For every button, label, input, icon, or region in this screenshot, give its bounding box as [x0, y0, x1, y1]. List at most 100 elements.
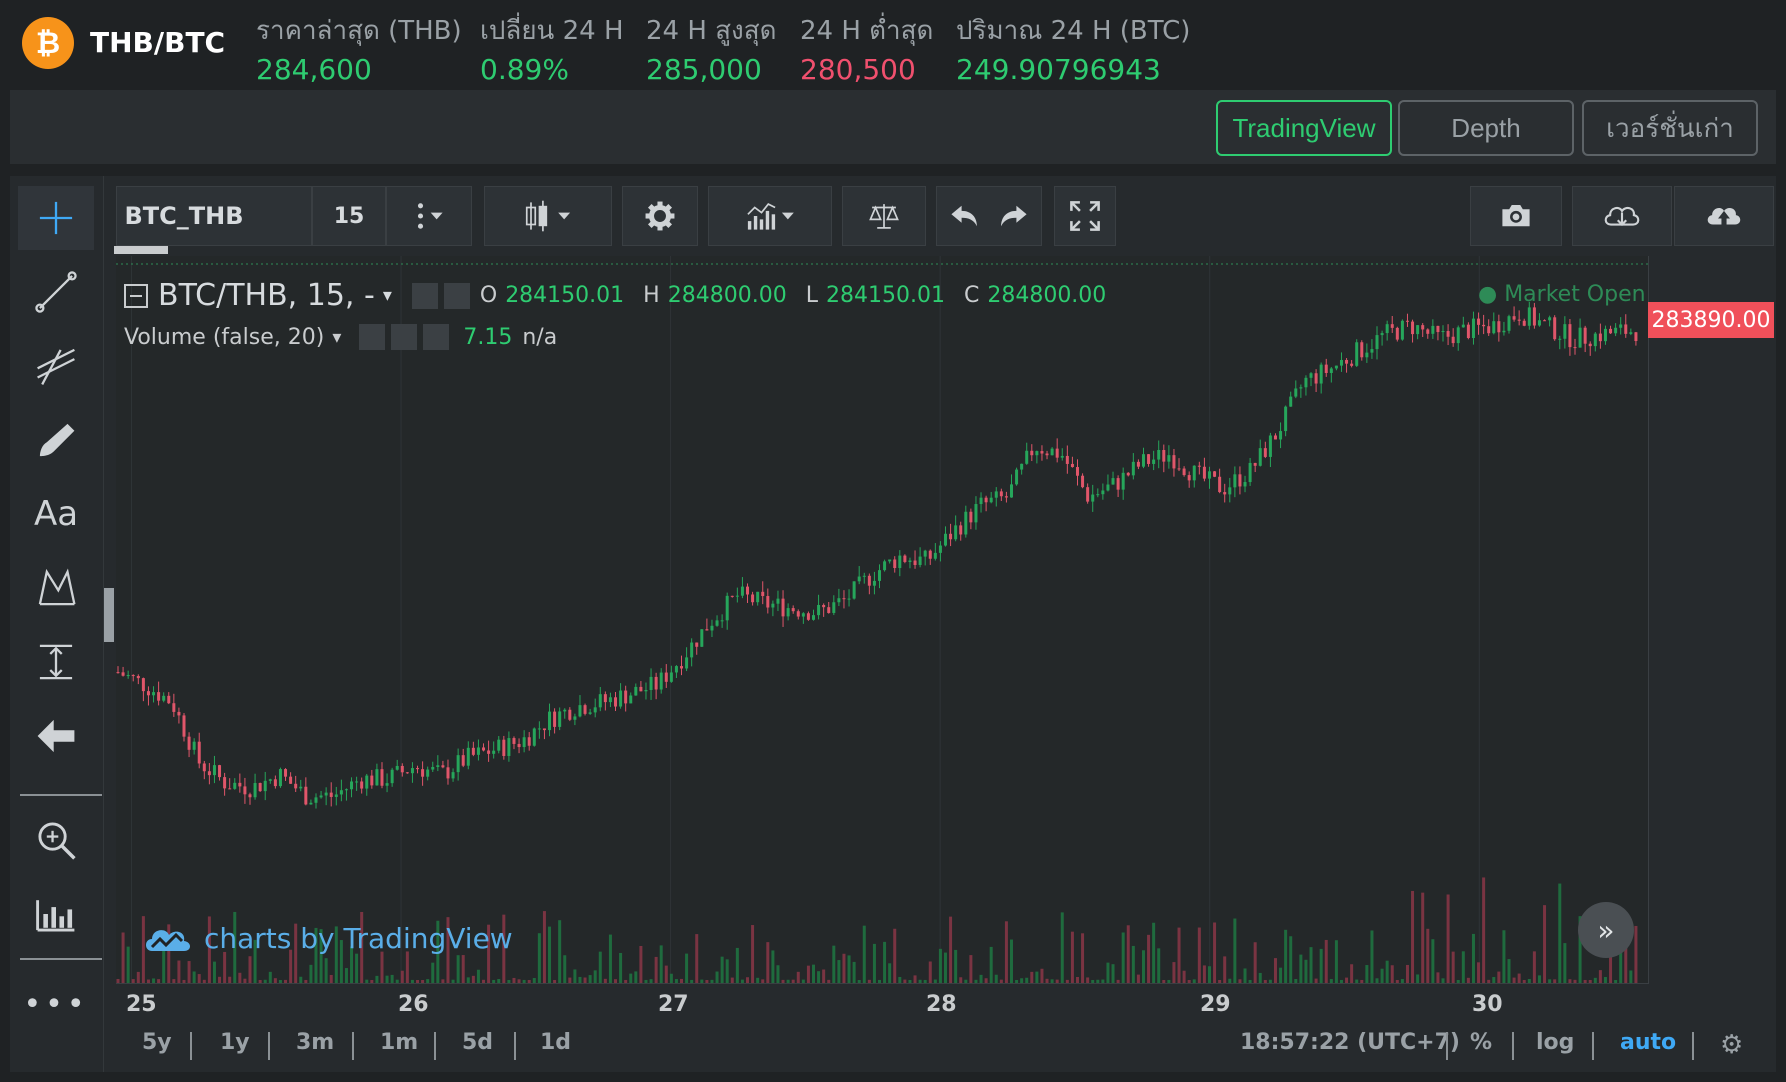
text-icon[interactable]: Aa	[33, 494, 79, 534]
volume-remove-icon[interactable]	[423, 324, 450, 350]
log-scale-toggle[interactable]: log	[1536, 1030, 1575, 1055]
volume-bar	[1350, 964, 1354, 983]
candle-body	[1502, 330, 1506, 333]
toolbar-divider	[20, 794, 102, 796]
tradingview-watermark[interactable]: charts by TradingView	[142, 922, 513, 955]
volume-bar	[1370, 930, 1374, 983]
candle-body	[1598, 333, 1602, 342]
candle-body	[898, 555, 902, 569]
more-icon[interactable]: •••	[23, 986, 89, 1022]
range-divider	[352, 1032, 354, 1060]
symbol-search-button[interactable]: BTC_THB	[116, 186, 312, 246]
volume-bar	[1086, 977, 1090, 983]
candle-body	[1273, 435, 1277, 440]
volume-bar	[522, 979, 526, 983]
redo-icon[interactable]	[996, 199, 1030, 233]
undo-icon[interactable]	[948, 199, 982, 233]
eye-icon[interactable]	[411, 282, 438, 309]
volume-bar	[715, 971, 719, 983]
price-chart[interactable]	[116, 256, 1649, 984]
volume-bar	[598, 951, 602, 983]
volume-bar	[964, 979, 968, 983]
cloud-upload-icon[interactable]	[1674, 186, 1774, 246]
volume-bar	[1553, 979, 1557, 983]
candle-body	[558, 711, 562, 727]
candle-body	[1182, 468, 1186, 476]
auto-scale-toggle[interactable]: auto	[1620, 1030, 1677, 1055]
time-axis[interactable]: 25 26 27 28 29 30	[116, 988, 1649, 1024]
legend-dropdown-icon[interactable]: ▾	[382, 285, 392, 306]
ruler-icon[interactable]	[18, 882, 94, 946]
volume-bar	[1568, 979, 1572, 983]
fullscreen-icon[interactable]	[1054, 186, 1116, 246]
settings-gear-icon[interactable]	[622, 186, 698, 246]
volume-bar	[405, 951, 409, 983]
range-3m-button[interactable]: 3m	[296, 1030, 335, 1055]
interval-button[interactable]: 15	[312, 186, 386, 246]
percent-scale-toggle[interactable]: %	[1470, 1030, 1493, 1055]
candle-body	[1167, 455, 1171, 462]
candle-body	[1583, 327, 1587, 344]
cloud-download-icon[interactable]	[1572, 186, 1672, 246]
volume-bar	[1487, 979, 1491, 983]
collapse-legend-icon[interactable]	[124, 283, 148, 308]
clock-time[interactable]: 18:57:22 (UTC+7)	[1240, 1030, 1460, 1055]
candle-body	[537, 728, 541, 730]
range-5d-button[interactable]: 5d	[462, 1030, 494, 1055]
volume-settings-icon[interactable]	[391, 324, 418, 350]
candle-body	[416, 768, 420, 770]
camera-icon[interactable]	[1470, 186, 1562, 246]
candle-body	[1294, 388, 1298, 397]
candle-body	[954, 525, 958, 540]
candle-body	[1096, 494, 1100, 496]
trend-line-icon[interactable]	[18, 260, 94, 324]
volume-value: 7.15	[463, 324, 513, 350]
compare-scale-icon[interactable]	[842, 186, 926, 246]
range-divider	[1446, 1032, 1448, 1060]
candle-body	[1492, 321, 1496, 334]
volume-eye-icon[interactable]	[359, 324, 386, 350]
volume-ma-value: n/a	[522, 324, 558, 350]
stat-last-price: ราคาล่าสุด (THB) 284,600	[256, 10, 462, 86]
brush-icon[interactable]	[18, 408, 94, 472]
range-5y-button[interactable]: 5y	[142, 1030, 172, 1055]
price-chart-canvas[interactable]	[116, 256, 1649, 984]
chart-settings-gear-icon[interactable]: ⚙	[1720, 1030, 1744, 1060]
stat-label: 24 H ต่ำสุด	[800, 16, 934, 46]
candle-body	[629, 695, 633, 704]
scroll-to-realtime-button[interactable]: »	[1578, 902, 1634, 958]
tradingview-tab-button[interactable]: TradingView	[1216, 100, 1392, 156]
candle-body	[923, 550, 927, 557]
indicators-button[interactable]	[708, 186, 832, 246]
chart-type-button[interactable]	[484, 186, 612, 246]
fib-icon[interactable]	[18, 334, 94, 398]
depth-tab-button[interactable]: Depth	[1398, 100, 1574, 156]
candle-body	[1177, 468, 1181, 470]
measure-icon[interactable]	[18, 630, 94, 694]
candle-body	[461, 755, 465, 766]
back-arrow-icon[interactable]	[18, 704, 94, 768]
candle-body	[1045, 453, 1049, 456]
range-1m-button[interactable]: 1m	[380, 1030, 419, 1055]
range-1d-button[interactable]: 1d	[540, 1030, 572, 1055]
legacy-version-button[interactable]: เวอร์ชั่นเก่า	[1582, 100, 1758, 156]
candle-body	[1390, 324, 1394, 328]
volume-bar	[197, 974, 201, 983]
range-divider	[1592, 1032, 1594, 1060]
volume-bar	[1629, 970, 1633, 983]
range-1y-button[interactable]: 1y	[220, 1030, 250, 1055]
legend-settings-icon[interactable]	[443, 282, 470, 309]
pattern-icon[interactable]	[18, 556, 94, 620]
volume-bar	[1223, 956, 1227, 983]
toolbar-scroll-handle[interactable]	[104, 588, 114, 642]
volume-bar	[1431, 939, 1435, 983]
volume-bar	[1441, 978, 1445, 983]
zoom-in-icon[interactable]	[18, 808, 94, 872]
volume-bar	[680, 978, 684, 983]
volume-bar	[1583, 979, 1587, 983]
candle-body	[781, 598, 785, 617]
volume-dropdown-icon[interactable]: ▾	[332, 326, 342, 348]
crosshair-icon[interactable]	[18, 186, 94, 250]
interval-menu-button[interactable]	[386, 186, 472, 246]
volume-bar	[152, 978, 156, 983]
